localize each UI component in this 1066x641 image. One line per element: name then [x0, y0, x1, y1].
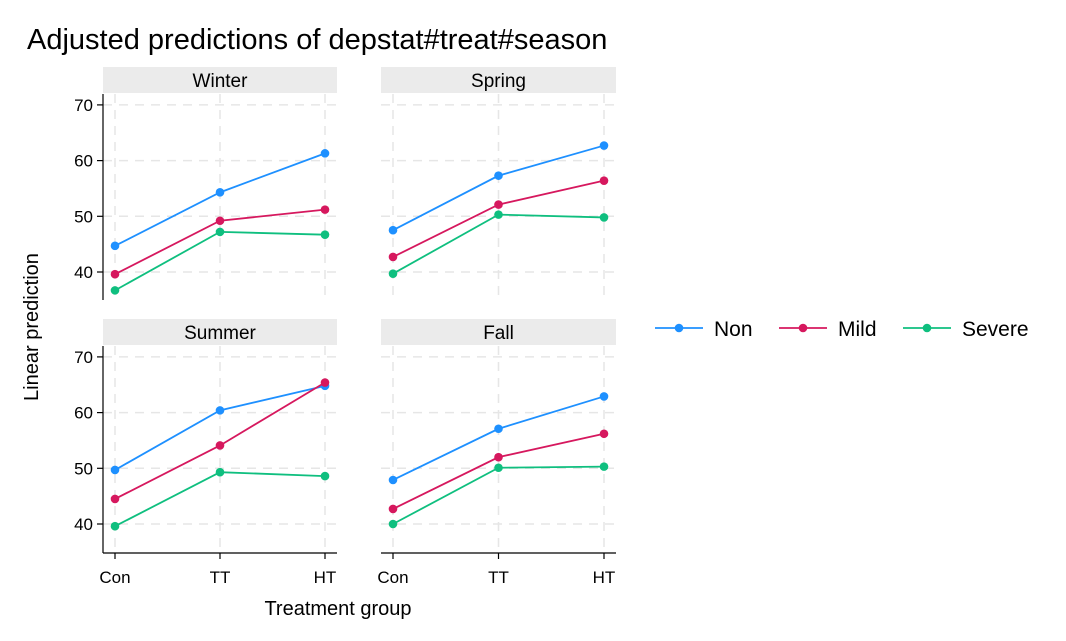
data-point-non: [110, 241, 120, 251]
data-point-severe: [215, 227, 225, 237]
x-tick-label: HT: [314, 568, 337, 587]
panel-header: [381, 319, 616, 345]
data-point-non: [494, 424, 503, 434]
x-tick-label: HT: [593, 568, 616, 587]
data-point-severe: [388, 519, 398, 529]
data-point-mild: [110, 494, 120, 504]
panel-header: [103, 67, 337, 93]
x-tick-label: Con: [99, 568, 130, 587]
data-point-mild: [494, 200, 503, 209]
y-axis-label: Linear prediction: [21, 253, 43, 401]
legend-marker-severe: [922, 323, 932, 333]
data-point-non: [599, 392, 609, 401]
data-point-mild: [215, 441, 225, 450]
panel-title: Summer: [184, 323, 256, 344]
data-point-non: [215, 406, 225, 415]
legend-marker-non: [674, 323, 684, 333]
panel-summer: Summer 40 50 60 70 Con TT HT: [74, 319, 337, 587]
chart-title: Adjusted predictions of depstat#treat#se…: [27, 24, 607, 56]
legend-label-severe: Severe: [962, 318, 1029, 341]
data-point-mild: [599, 176, 609, 185]
y-tick-label: 60: [74, 404, 93, 423]
panels: Winter 40 50 60 70 Spring Summer 40 50 60 70 Con TT H…: [74, 67, 616, 587]
data-point-non: [599, 141, 609, 150]
y-tick-label: 40: [74, 263, 93, 282]
panel-header: [381, 67, 616, 93]
data-point-severe: [320, 230, 330, 239]
data-point-severe: [599, 213, 609, 222]
data-point-severe: [599, 462, 609, 471]
x-axis-label: Treatment group: [264, 598, 411, 620]
legend-label-non: Non: [714, 318, 753, 341]
data-point-non: [110, 465, 120, 475]
x-tick-label: TT: [488, 568, 509, 587]
data-point-severe: [494, 210, 503, 219]
panel-fall: Fall Con TT HT: [377, 319, 616, 587]
y-tick-label: 60: [74, 152, 93, 171]
data-point-non: [494, 171, 503, 180]
data-point-severe: [388, 269, 398, 278]
data-point-mild: [215, 216, 225, 226]
data-point-mild: [494, 452, 503, 462]
data-point-non: [388, 225, 398, 235]
data-point-severe: [110, 521, 120, 531]
data-point-mild: [320, 378, 330, 387]
panel-title: Fall: [483, 323, 514, 344]
data-point-mild: [599, 429, 609, 439]
panel-title: Winter: [193, 71, 249, 92]
data-point-mild: [110, 269, 120, 279]
legend: Non Mild Severe: [655, 318, 1029, 341]
legend-marker-mild: [798, 323, 808, 333]
data-point-severe: [110, 286, 120, 295]
y-tick-label: 40: [74, 515, 93, 534]
data-point-non: [388, 475, 398, 485]
x-tick-label: Con: [377, 568, 408, 587]
panel-spring: Spring: [381, 67, 616, 300]
y-tick-label: 50: [74, 207, 93, 226]
panel-winter: Winter 40 50 60 70: [74, 67, 337, 300]
data-point-non: [215, 188, 225, 197]
data-point-non: [320, 149, 330, 158]
y-tick-label: 70: [74, 348, 93, 367]
legend-label-mild: Mild: [838, 318, 877, 341]
panel-header: [103, 319, 337, 345]
y-tick-label: 50: [74, 459, 93, 478]
y-tick-label: 70: [74, 96, 93, 115]
data-point-mild: [320, 205, 330, 214]
data-point-mild: [388, 252, 398, 262]
panel-title: Spring: [471, 71, 526, 92]
data-point-severe: [320, 471, 330, 481]
data-point-severe: [494, 463, 503, 473]
data-point-severe: [215, 467, 225, 477]
data-point-mild: [388, 504, 398, 514]
x-tick-label: TT: [210, 568, 231, 587]
